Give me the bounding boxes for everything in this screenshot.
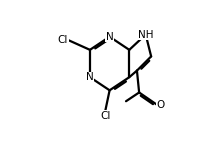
Text: Cl: Cl bbox=[100, 111, 110, 121]
Text: Cl: Cl bbox=[58, 35, 68, 45]
Text: O: O bbox=[157, 100, 165, 109]
Text: N: N bbox=[106, 32, 113, 42]
Text: NH: NH bbox=[138, 30, 153, 39]
Text: N: N bbox=[86, 72, 94, 82]
